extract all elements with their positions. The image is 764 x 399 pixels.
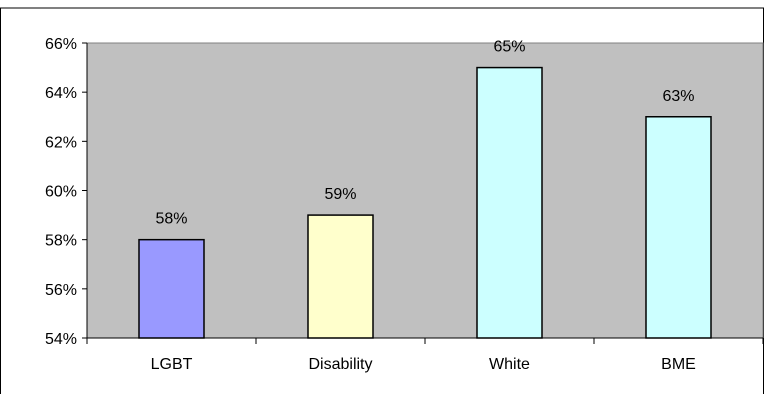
y-tick-label: 64% xyxy=(45,85,77,102)
data-label-bme: 63% xyxy=(662,88,694,105)
bar-white xyxy=(476,66,543,339)
x-tick-label-bme: BME xyxy=(661,356,696,373)
y-tick-label: 60% xyxy=(45,184,77,201)
bar-disability xyxy=(307,214,374,339)
y-axis: 54% 56% 58% 60% 62% 64% 66% xyxy=(45,36,88,348)
bars-group xyxy=(138,66,712,339)
data-label-disability: 59% xyxy=(324,186,356,203)
x-tick-label-disability: Disability xyxy=(308,356,372,373)
y-tick-label: 54% xyxy=(45,331,77,348)
y-tick-label: 66% xyxy=(45,36,77,53)
x-tick-label-lgbt: LGBT xyxy=(151,356,193,373)
y-tick-label: 62% xyxy=(45,134,77,151)
x-axis: LGBT Disability White BME xyxy=(86,337,764,373)
data-label-white: 65% xyxy=(493,39,525,56)
x-tick-label-white: White xyxy=(489,356,530,373)
y-tick-label: 56% xyxy=(45,282,77,299)
bar-bme xyxy=(645,116,712,339)
y-tick-label: 58% xyxy=(45,233,77,250)
data-labels-group: 58% 59% 65% 63% xyxy=(155,39,694,228)
data-label-lgbt: 58% xyxy=(155,211,187,228)
bar-lgbt xyxy=(138,238,205,339)
